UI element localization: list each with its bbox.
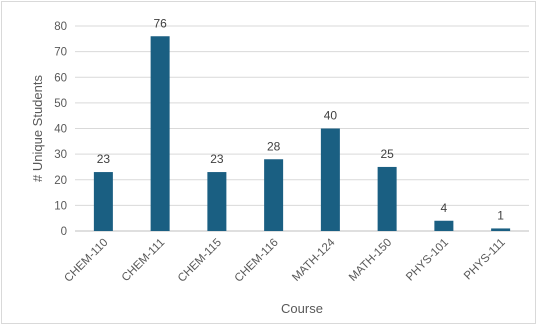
x-tick-label: CHEM-115 — [176, 237, 224, 285]
y-tick-label: 50 — [54, 98, 67, 110]
x-tick-label: CHEM-116 — [233, 237, 281, 285]
bars — [93, 36, 511, 231]
data-label: 4 — [441, 201, 448, 215]
x-axis-title: Course — [281, 301, 323, 316]
bar — [434, 220, 454, 231]
data-label: 23 — [210, 152, 224, 166]
bar — [264, 159, 284, 231]
data-label: 1 — [497, 208, 504, 222]
x-tick-label: MATH-124 — [290, 236, 338, 284]
x-tick-label: PHYS-111 — [462, 237, 508, 283]
y-tick-label: 20 — [54, 175, 67, 187]
y-tick-label: 30 — [54, 149, 67, 161]
x-tick-label: CHEM-110 — [62, 237, 110, 285]
bar — [377, 166, 397, 231]
y-tick-label: 70 — [54, 47, 67, 59]
x-tick-label: PHYS-101 — [404, 237, 451, 284]
y-tick-label: 40 — [54, 124, 67, 136]
data-label: 25 — [380, 147, 394, 161]
bar — [93, 172, 113, 231]
x-tick-label: MATH-150 — [347, 237, 394, 284]
x-axis-ticks: CHEM-110 CHEM-111 CHEM-115 CHEM-116 MATH-124… — [62, 236, 507, 285]
y-tick-label: 80 — [54, 21, 67, 33]
data-label: 28 — [267, 139, 281, 153]
chart-frame: 0 10 20 30 40 50 60 70 80 23 76 23 28 40 25 4 1 CHEM-11… — [1, 1, 536, 324]
bar — [320, 128, 340, 231]
gridlines — [75, 25, 529, 232]
y-tick-label: 60 — [54, 72, 67, 84]
x-tick-label: CHEM-111 — [120, 237, 167, 284]
data-label: 40 — [324, 109, 338, 123]
bar — [150, 36, 170, 231]
y-tick-label: 10 — [54, 200, 67, 212]
y-axis-title: # Unique Students — [30, 75, 45, 182]
bar — [207, 172, 227, 231]
y-axis-ticks: 0 10 20 30 40 50 60 70 80 — [54, 21, 67, 238]
bar — [491, 228, 511, 231]
data-labels: 23 76 23 28 40 25 4 1 — [97, 16, 505, 222]
data-label: 23 — [97, 152, 111, 166]
y-tick-label: 0 — [61, 226, 67, 238]
data-label: 76 — [153, 16, 167, 30]
